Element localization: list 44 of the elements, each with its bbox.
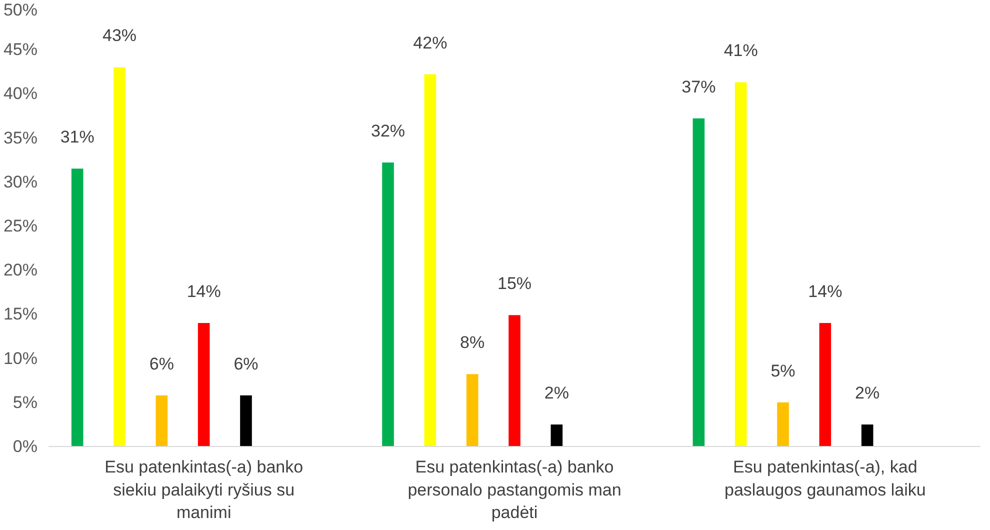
bar	[819, 323, 832, 446]
bar	[71, 168, 84, 446]
x-tick-label: Esu patenkintas(-a) banko personalo pastangomis man padėti	[408, 458, 622, 522]
data-label: 8%	[460, 333, 485, 352]
data-label: 37%	[682, 77, 716, 96]
x-tick-label: Esu patenkintas(-a) banko siekiu palaikyti ryšius su manimi	[104, 458, 304, 522]
data-label: 6%	[234, 354, 258, 374]
y-tick-label: 10%	[3, 348, 38, 368]
data-label: 14%	[186, 282, 221, 302]
bar	[692, 118, 705, 446]
bar	[550, 424, 563, 446]
data-label: 6%	[149, 354, 174, 374]
data-label: 43%	[102, 26, 137, 46]
bar	[114, 67, 126, 446]
x-tick-label: Esu patenkintas(-a), kad paslaugos gaunamos laiku	[724, 458, 926, 500]
y-tick-label: 35%	[3, 128, 38, 148]
y-tick-label: 25%	[3, 216, 38, 236]
data-label: 41%	[724, 41, 758, 60]
y-tick-label: 20%	[3, 260, 38, 280]
y-tick-label: 50%	[3, 0, 38, 20]
bar	[382, 162, 394, 446]
data-label: 14%	[808, 282, 842, 302]
data-label: 2%	[544, 383, 569, 402]
bar	[424, 74, 436, 446]
bar	[734, 82, 747, 446]
bar	[198, 323, 210, 446]
y-tick-label: 45%	[3, 40, 38, 60]
bar	[508, 315, 520, 446]
data-label: 15%	[497, 274, 532, 294]
bar	[240, 395, 252, 446]
data-label: 31%	[60, 128, 94, 147]
y-tick-label: 5%	[12, 392, 38, 412]
y-tick-label: 15%	[3, 304, 38, 324]
bar	[156, 395, 168, 446]
y-tick-label: 40%	[3, 84, 38, 104]
data-label: 2%	[855, 383, 880, 402]
data-label: 32%	[371, 121, 406, 140]
y-tick-label: 0%	[12, 437, 38, 456]
bar	[861, 424, 874, 446]
bar	[777, 402, 789, 446]
y-tick-label: 30%	[3, 172, 38, 192]
data-label: 42%	[413, 33, 448, 52]
data-label: 5%	[770, 361, 796, 380]
bar	[466, 374, 478, 446]
